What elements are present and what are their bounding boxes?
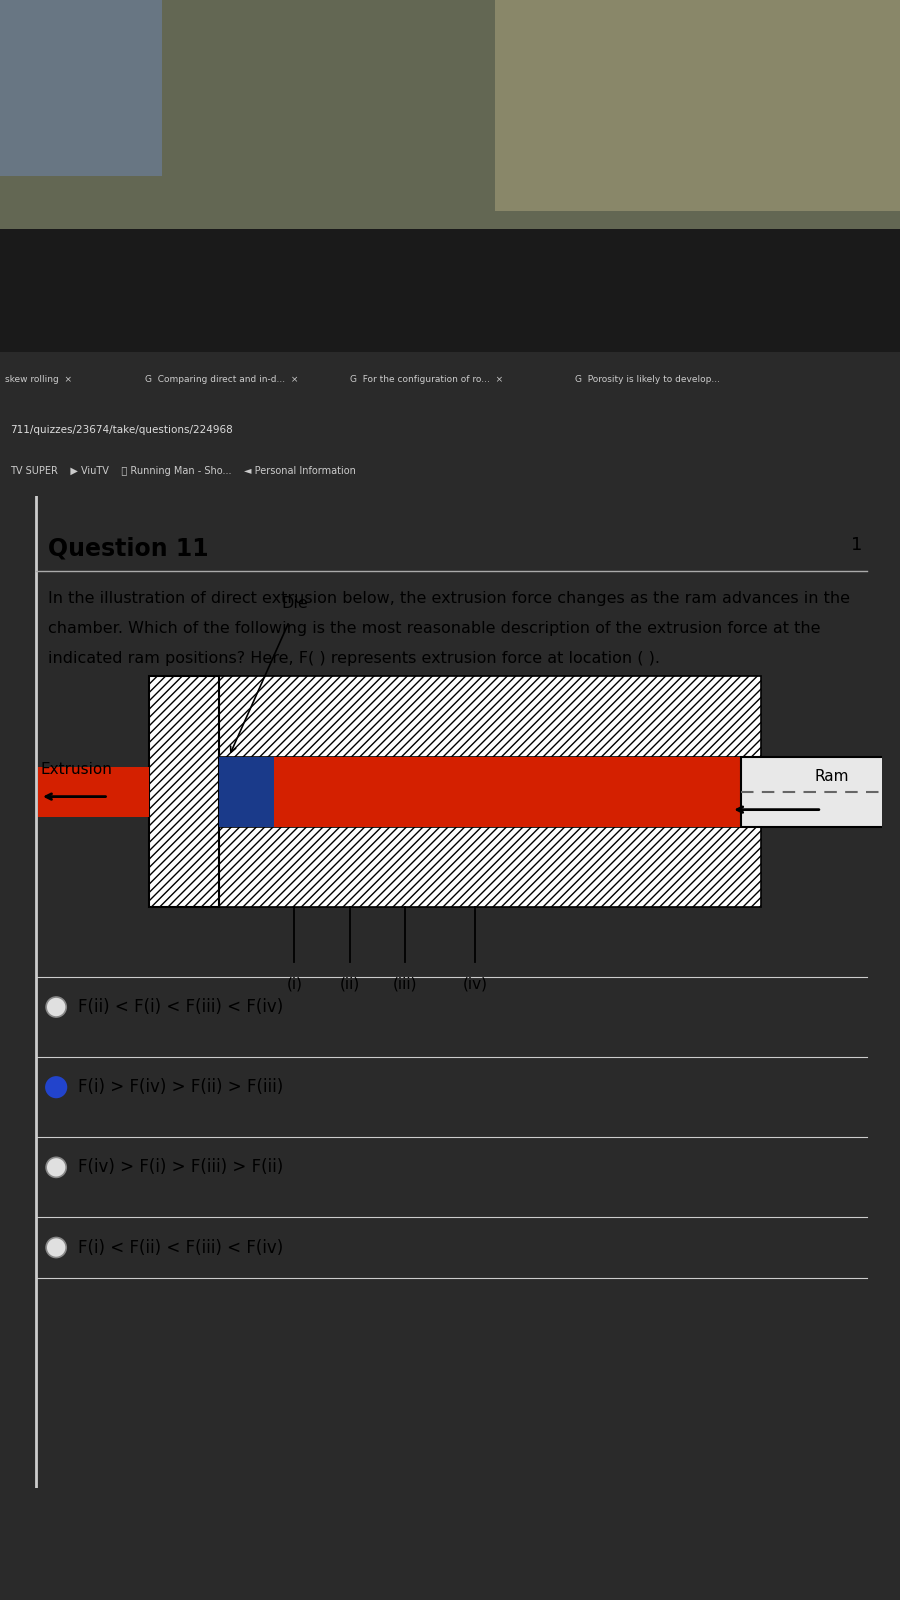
Bar bbox=[148, 677, 761, 757]
Text: G  Porosity is likely to develop...: G Porosity is likely to develop... bbox=[575, 376, 720, 384]
Text: F(i) > F(iv) > F(ii) > F(iii): F(i) > F(iv) > F(ii) > F(iii) bbox=[78, 1078, 284, 1096]
Circle shape bbox=[46, 997, 67, 1018]
Text: Ram: Ram bbox=[814, 770, 849, 784]
Text: skew rolling  ×: skew rolling × bbox=[5, 376, 72, 384]
Text: (ii): (ii) bbox=[339, 978, 360, 992]
Bar bbox=[148, 827, 761, 907]
Text: F(i) < F(ii) < F(iii) < F(iv): F(i) < F(ii) < F(iii) < F(iv) bbox=[78, 1238, 284, 1256]
Text: F(ii) < F(i) < F(iii) < F(iv): F(ii) < F(i) < F(iii) < F(iv) bbox=[78, 998, 284, 1016]
Text: 1: 1 bbox=[850, 536, 862, 554]
Text: G  For the configuration of ro...  ×: G For the configuration of ro... × bbox=[350, 376, 503, 384]
Bar bbox=[0, 0, 162, 176]
Text: 711/quizzes/23674/take/questions/224968: 711/quizzes/23674/take/questions/224968 bbox=[10, 424, 233, 435]
Text: G  Comparing direct and in-d...  ×: G Comparing direct and in-d... × bbox=[145, 376, 299, 384]
Bar bbox=[219, 781, 274, 827]
Text: (iv): (iv) bbox=[463, 978, 488, 992]
Text: Question 11: Question 11 bbox=[48, 536, 209, 560]
Text: indicated ram positions? Here, F( ) represents extrusion force at location ( ).: indicated ram positions? Here, F( ) repr… bbox=[48, 651, 660, 666]
Text: F(iv) > F(i) > F(iii) > F(ii): F(iv) > F(i) > F(iii) > F(ii) bbox=[78, 1158, 284, 1176]
Bar bbox=[0, 0, 900, 246]
Bar bbox=[148, 677, 219, 907]
Bar bbox=[0, 229, 900, 352]
Bar bbox=[495, 0, 900, 211]
Circle shape bbox=[46, 1157, 67, 1178]
Text: (i): (i) bbox=[286, 978, 302, 992]
Text: chamber. Which of the following is the most reasonable description of the extrus: chamber. Which of the following is the m… bbox=[48, 621, 821, 637]
Bar bbox=[219, 757, 274, 802]
Bar bbox=[38, 766, 148, 816]
Bar bbox=[274, 757, 742, 827]
Text: TV SUPER    ▶ ViuTV    🔴 Running Man - Sho...    ◄ Personal Information: TV SUPER ▶ ViuTV 🔴 Running Man - Sho... … bbox=[10, 466, 356, 477]
Text: Die: Die bbox=[281, 597, 308, 611]
Bar bbox=[742, 757, 900, 827]
Circle shape bbox=[46, 1237, 67, 1258]
Text: Extrusion: Extrusion bbox=[40, 762, 112, 778]
Text: (iii): (iii) bbox=[392, 978, 417, 992]
Circle shape bbox=[46, 1077, 67, 1098]
Text: In the illustration of direct extrusion below, the extrusion force changes as th: In the illustration of direct extrusion … bbox=[48, 590, 850, 606]
